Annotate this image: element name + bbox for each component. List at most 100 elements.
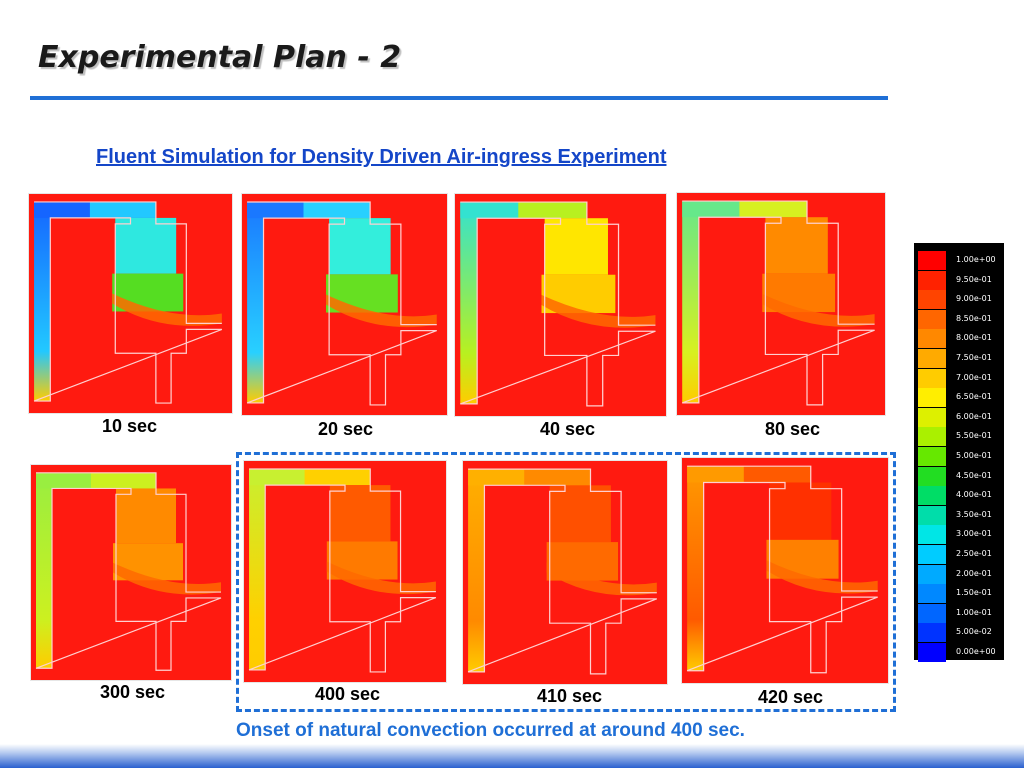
slide-title: Experimental Plan - 2	[38, 40, 402, 75]
plume-tail-region	[112, 293, 222, 326]
elbow-outlet-region	[743, 466, 811, 483]
scale-swatch	[918, 290, 946, 310]
plume-tail-region	[541, 294, 656, 328]
time-label-420sec: 420 sec	[758, 687, 824, 707]
scale-swatch	[918, 623, 946, 643]
left-channel-region	[36, 472, 52, 669]
contour-plot-10sec	[28, 193, 233, 414]
plume-tail-region	[546, 562, 657, 596]
plume-tail-region	[766, 560, 878, 594]
scale-swatch	[918, 368, 946, 388]
scale-tick-label: 5.00e-01	[956, 451, 992, 460]
elbow-outlet-region	[91, 472, 156, 489]
scale-tick-label: 4.00e-01	[956, 490, 992, 500]
plume-tail-region	[326, 561, 436, 595]
scale-tick-label: 1.00e-01	[956, 607, 992, 617]
vessel-outline	[248, 468, 437, 673]
scale-swatch	[918, 427, 946, 447]
scale-tick-label: 3.00e-01	[956, 529, 992, 539]
plume-tail-region	[762, 293, 875, 327]
elbow-outlet-region	[518, 202, 587, 219]
scale-tick-label: 2.50e-01	[956, 549, 992, 558]
contour-plot-420sec	[681, 457, 889, 684]
scale-swatch	[918, 525, 946, 545]
scale-tick-label: 5.00e-02	[956, 627, 992, 637]
elbow-outlet-region	[304, 469, 371, 486]
scale-swatch	[918, 505, 946, 525]
scale-tick-label: 7.50e-01	[956, 353, 992, 362]
upper-vessel-region	[544, 218, 608, 275]
left-channel-region	[249, 469, 266, 670]
contour-plot-410sec	[462, 460, 668, 685]
scale-swatch	[918, 466, 946, 486]
scale-tick-label: 3.50e-01	[956, 509, 992, 519]
vessel-outline	[246, 201, 437, 406]
simulation-heading: Fluent Simulation for Density Driven Air…	[96, 146, 667, 168]
upper-vessel-region	[765, 217, 828, 274]
natural-convection-highlight-box	[236, 452, 896, 712]
elbow-outlet-region	[739, 201, 807, 218]
scale-tick-label: 4.50e-01	[956, 470, 992, 480]
left-channel-region	[247, 202, 264, 403]
scale-tick-label: 0.00e+00	[956, 647, 996, 656]
scale-tick-label: 9.50e-01	[956, 274, 992, 284]
scale-tick-label: 6.00e-01	[956, 411, 992, 421]
footer-gradient-band	[0, 744, 1024, 768]
onset-note: Onset of natural convection occurred at …	[236, 720, 745, 741]
time-label-300sec: 300 sec	[100, 682, 166, 702]
left-channel-region	[682, 201, 699, 403]
left-channel-region	[687, 466, 704, 671]
scale-swatch	[918, 388, 946, 408]
scale-tick-label: 9.00e-01	[956, 294, 992, 304]
scale-swatch	[918, 349, 946, 368]
scale-tick-label: 1.00e+00	[956, 255, 996, 264]
upper-vessel-region	[769, 482, 832, 540]
time-label-80sec: 80 sec	[765, 419, 821, 439]
upper-vessel-region	[116, 488, 176, 544]
scale-swatch	[918, 251, 946, 270]
scale-tick-label: 2.00e-01	[956, 568, 992, 578]
left-channel-region	[34, 201, 51, 402]
contour-plot-300sec	[30, 464, 232, 681]
time-label-410sec: 410 sec	[537, 686, 603, 706]
scale-swatch	[918, 270, 946, 290]
scale-swatch	[918, 309, 946, 329]
contour-plot-400sec	[243, 460, 447, 683]
scale-swatch	[918, 447, 946, 466]
scale-swatch	[918, 407, 946, 427]
time-label-40sec: 40 sec	[540, 419, 596, 439]
upper-vessel-region	[115, 217, 177, 274]
scale-tick-label: 1.50e-01	[956, 588, 992, 598]
title-underline	[30, 96, 888, 100]
elbow-outlet-region	[524, 469, 591, 486]
scale-swatch	[918, 545, 946, 564]
elbow-outlet-region	[303, 202, 371, 219]
scale-tick-label: 8.00e-01	[956, 333, 992, 343]
vessel-outline	[681, 200, 875, 406]
vessel-outline	[460, 201, 656, 407]
upper-vessel-region	[329, 485, 391, 542]
scale-tick-label: 7.00e-01	[956, 372, 992, 382]
vessel-outline	[33, 201, 223, 404]
scale-swatch	[918, 329, 946, 349]
vessel-outline	[467, 468, 658, 675]
scale-swatch	[918, 643, 946, 662]
left-channel-region	[460, 202, 478, 404]
color-scale-legend: 1.00e+00 9.50e-01 9.00e-01 8.50e-01 8.00e-01…	[914, 243, 1004, 662]
time-label-20sec: 20 sec	[318, 419, 374, 439]
plume-tail-region	[113, 562, 221, 595]
scale-swatch	[918, 486, 946, 506]
upper-vessel-region	[329, 218, 391, 275]
scale-tick-label: 8.50e-01	[956, 313, 992, 323]
scale-swatch	[918, 564, 946, 584]
time-label-10sec: 10 sec	[102, 416, 158, 436]
upper-vessel-region	[549, 485, 611, 543]
left-channel-region	[468, 469, 485, 672]
time-label-400sec: 400 sec	[315, 684, 381, 704]
scale-tick-label: 5.50e-01	[956, 431, 992, 441]
scale-tick-label: 6.50e-01	[956, 392, 992, 402]
elbow-outlet-region	[89, 201, 156, 218]
vessel-outline	[35, 472, 222, 671]
scale-swatch	[918, 603, 946, 623]
contour-plot-80sec	[676, 192, 886, 416]
